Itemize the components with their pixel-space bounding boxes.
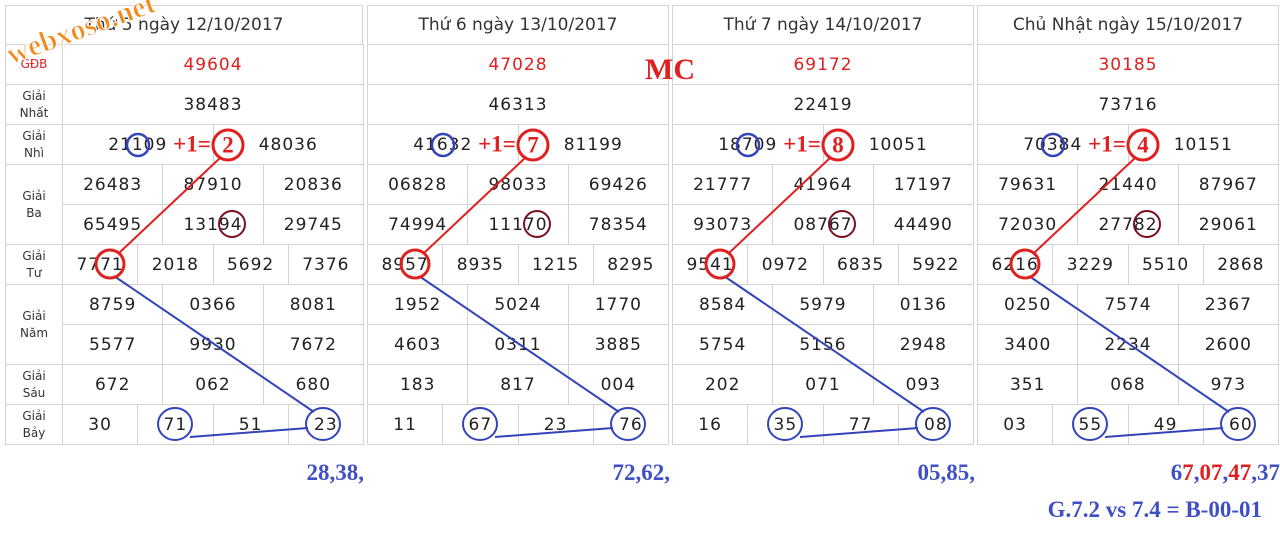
prize-number: 76	[592, 404, 669, 445]
link-line	[1028, 275, 1230, 413]
calc-text: +1=	[783, 131, 821, 156]
result-circle	[211, 128, 245, 162]
prize-number: 08	[897, 404, 974, 445]
calc-result: 2	[222, 132, 234, 157]
link-line	[723, 275, 925, 413]
digit-circle	[1040, 132, 1066, 158]
tally-part: 7	[1182, 460, 1194, 485]
ba-circle	[1133, 210, 1161, 238]
prize-number: 23	[287, 404, 364, 445]
result-circle	[1126, 128, 1160, 162]
link-line	[189, 427, 309, 438]
link-line	[494, 427, 614, 438]
digit-circle	[430, 132, 456, 158]
bay-circle	[767, 407, 803, 441]
link-line	[118, 157, 221, 254]
link-line	[799, 427, 919, 438]
tally-part: ,	[1193, 460, 1200, 485]
tally-part: ,37	[1251, 460, 1280, 485]
bay-circle	[462, 407, 498, 441]
tally: 67,07,47,37	[1171, 460, 1280, 486]
digit-circle	[735, 132, 761, 158]
link-line	[1104, 427, 1224, 438]
link-line	[113, 275, 315, 413]
ba-circle	[523, 210, 551, 238]
ba-circle	[218, 210, 246, 238]
tally-part: ,	[1222, 460, 1229, 485]
tally-part: 28,38,	[306, 460, 365, 485]
tu-circle	[399, 248, 431, 280]
calc-result: 7	[527, 132, 539, 157]
tally: 28,38,	[307, 460, 365, 486]
link-line	[423, 157, 526, 254]
link-line	[418, 275, 620, 413]
tally-part: 07	[1199, 460, 1223, 485]
tally: 05,85,	[918, 460, 976, 486]
tally-part: 47	[1228, 460, 1252, 485]
bay-circle	[1220, 407, 1256, 441]
tally: 72,62,	[613, 460, 671, 486]
digit-circle	[125, 132, 151, 158]
tu-circle	[704, 248, 736, 280]
calc-result: 8	[832, 132, 844, 157]
calc-text: +1=	[1088, 131, 1126, 156]
tally-part: 72,62,	[612, 460, 671, 485]
prize-number: 60	[1202, 404, 1279, 445]
calc-result: 4	[1137, 132, 1149, 157]
footnote: G.7.2 vs 7.4 = B-00-01	[1047, 497, 1262, 522]
bay-circle	[305, 407, 341, 441]
calc-text: +1=	[173, 131, 211, 156]
bay-circle	[915, 407, 951, 441]
result-circle	[821, 128, 855, 162]
calc-text: +1=	[478, 131, 516, 156]
mc-mark: MC	[645, 53, 695, 86]
tu-circle	[94, 248, 126, 280]
ba-circle	[828, 210, 856, 238]
tu-circle	[1009, 248, 1041, 280]
bay-circle	[1072, 407, 1108, 441]
tally-part: 05,85,	[917, 460, 976, 485]
tally-part: 6	[1170, 460, 1183, 485]
bay-circle	[610, 407, 646, 441]
link-line	[728, 157, 831, 254]
bay-circle	[157, 407, 193, 441]
prize-label: Giải Năm	[5, 284, 63, 365]
link-line	[1033, 157, 1136, 254]
result-circle	[516, 128, 550, 162]
